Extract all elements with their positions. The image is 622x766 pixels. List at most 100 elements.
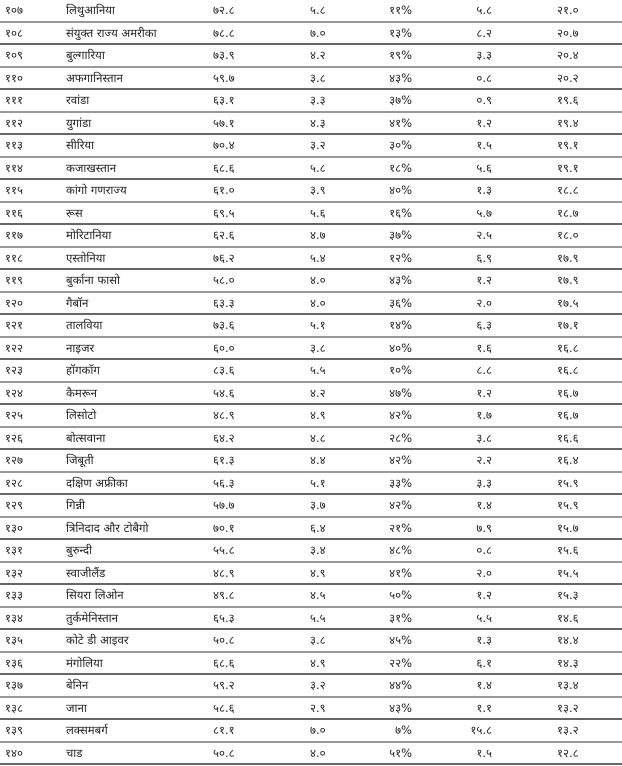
percent-cell: ४४%	[389, 678, 412, 692]
value-1-cell: ६१.३	[213, 453, 235, 467]
table-row: ११७ मोरिटानिया ६२.६ ४.७ ३७% २.५ १८.०	[0, 225, 622, 248]
value-4-cell: ८.२	[476, 25, 492, 40]
rank-cell: १२६	[5, 430, 23, 445]
table-row: ११९ बुर्काना फासो ५८.० ४.० ४३% १.२ १७.९	[0, 270, 622, 293]
percent-cell: ३३%	[389, 475, 412, 490]
country-name-cell: लिसोटो	[66, 408, 97, 422]
value-4-cell: ५.७	[476, 205, 492, 220]
country-name-cell: कजाखस्तान	[66, 160, 117, 175]
value-4-cell: ३.३	[476, 48, 492, 62]
country-name-cell: दक्षिण अफ्रीका	[66, 475, 128, 490]
value-4-cell: ०.९	[476, 93, 492, 107]
country-name-cell: रवांडा	[66, 93, 90, 107]
value-1-cell: ६८.६	[213, 160, 235, 175]
percent-cell: ४७%	[389, 385, 412, 400]
percent-cell: १३%	[389, 25, 412, 40]
value-2-cell: ४.९	[310, 655, 326, 670]
value-4-cell: १.५	[476, 745, 492, 760]
value-4-cell: १.२	[476, 273, 492, 287]
value-5-cell: १६.८	[557, 340, 579, 355]
rank-cell: ११७	[5, 228, 23, 242]
value-1-cell: ४८.९	[213, 408, 235, 422]
value-5-cell: १५.६	[557, 543, 579, 557]
value-5-cell: १५.७	[557, 520, 579, 535]
rank-cell: १२१	[5, 318, 23, 332]
value-1-cell: ७८.८	[213, 25, 235, 40]
value-2-cell: ३.८	[310, 340, 326, 355]
value-2-cell: ५.८	[310, 160, 326, 175]
table-row: १२९ गिन्नी ५७.७ ३.७ ४२% १.४ १५.९	[0, 495, 622, 518]
country-name-cell: नाइजर	[66, 340, 95, 355]
country-name-cell: लक्समबर्ग	[66, 723, 108, 737]
rank-cell: १२७	[5, 453, 23, 467]
value-2-cell: ५.१	[310, 475, 326, 490]
value-1-cell: ७६.२	[213, 250, 235, 265]
table-row: १३७ बेनिन ५९.२ ३.२ ४४% १.४ १३.४	[0, 675, 622, 698]
value-1-cell: ६४.२	[213, 430, 235, 445]
country-name-cell: रूस	[66, 205, 83, 220]
value-2-cell: ३.७	[310, 498, 326, 512]
value-5-cell: १७.९	[557, 250, 579, 265]
table-row: १४० चाड ५०.८ ४.० ५१% १.५ १२.८	[0, 743, 622, 765]
value-2-cell: ३.८	[310, 633, 326, 647]
percent-cell: १४%	[389, 318, 412, 332]
value-4-cell: ३.३	[476, 475, 492, 490]
value-4-cell: ८.८	[476, 363, 492, 377]
value-2-cell: ३.२	[310, 678, 326, 692]
value-2-cell: ३.३	[310, 93, 326, 107]
value-5-cell: १८.७	[557, 205, 579, 220]
value-2-cell: ४.२	[310, 385, 326, 400]
percent-cell: ५१%	[389, 745, 412, 760]
table-row: १२३ हॉगकॉग ८३.६ ५.५ १०% ८.८ १६.८	[0, 360, 622, 383]
value-5-cell: १६.७	[557, 385, 579, 400]
table-row: १२४ कैमरून ५४.६ ४.२ ४७% १.२ १६.७	[0, 383, 622, 405]
value-5-cell: १५.५	[557, 565, 579, 580]
value-5-cell: १६.८	[557, 363, 579, 377]
table-row: ११३ सीरिया ७०.४ ३.२ ३०% १.५ १९.१	[0, 135, 622, 158]
country-name-cell: बेनिन	[66, 678, 89, 692]
value-5-cell: १२.८	[557, 745, 579, 760]
country-name-cell: हॉगकॉग	[66, 363, 100, 377]
rank-cell: १२३	[5, 363, 23, 377]
value-4-cell: २.२	[476, 453, 492, 467]
percent-cell: ४३%	[389, 273, 412, 287]
rank-cell: १२०	[5, 295, 23, 310]
country-name-cell: जिबूती	[66, 453, 94, 467]
percent-cell: ४२%	[389, 498, 412, 512]
value-1-cell: ५७.१	[213, 115, 235, 130]
rank-cell: १३८	[5, 700, 23, 715]
value-1-cell: ७०.४	[213, 138, 235, 152]
value-2-cell: ४.५	[310, 588, 326, 602]
table-row: १३१ बुरुन्दी ५५.८ ३.४ ४८% ०.८ १५.६	[0, 540, 622, 563]
value-1-cell: ६३.१	[213, 93, 235, 107]
value-1-cell: ६२.६	[213, 228, 235, 242]
value-4-cell: १.२	[476, 588, 492, 602]
value-5-cell: १५.९	[557, 475, 579, 490]
value-5-cell: २०.४	[557, 48, 579, 62]
value-2-cell: ७.०	[310, 723, 326, 737]
value-1-cell: ६५.३	[213, 610, 235, 625]
country-name-cell: कोटे डी आइवर	[66, 633, 129, 647]
value-4-cell: ५.६	[476, 160, 492, 175]
table-row: ११५ कांगो गणराज्य ६१.० ३.९ ४०% १.३ १८.८	[0, 180, 622, 203]
percent-cell: १८%	[389, 160, 412, 175]
country-name-cell: बुल्गारिया	[66, 48, 105, 62]
value-4-cell: ७.९	[476, 520, 492, 535]
value-4-cell: १.६	[476, 340, 492, 355]
value-4-cell: २.५	[476, 228, 492, 242]
value-2-cell: ४.९	[310, 408, 326, 422]
value-2-cell: ४.४	[310, 453, 326, 467]
value-1-cell: ५८.०	[213, 273, 235, 287]
percent-cell: ४३%	[389, 70, 412, 85]
country-name-cell: सियरा लिओन	[66, 588, 124, 602]
table-row: १२५ लिसोटो ४८.९ ४.९ ४२% १.७ १६.७	[0, 405, 622, 428]
rank-cell: १४०	[5, 745, 23, 760]
value-1-cell: ४८.९	[213, 565, 235, 580]
value-2-cell: ३.४	[310, 543, 326, 557]
country-name-cell: एस्तोनिया	[66, 250, 106, 265]
country-name-cell: सीरिया	[66, 138, 95, 152]
value-1-cell: ६३.३	[213, 295, 235, 310]
value-1-cell: ६८.६	[213, 655, 235, 670]
value-5-cell: १६.६	[557, 430, 579, 445]
